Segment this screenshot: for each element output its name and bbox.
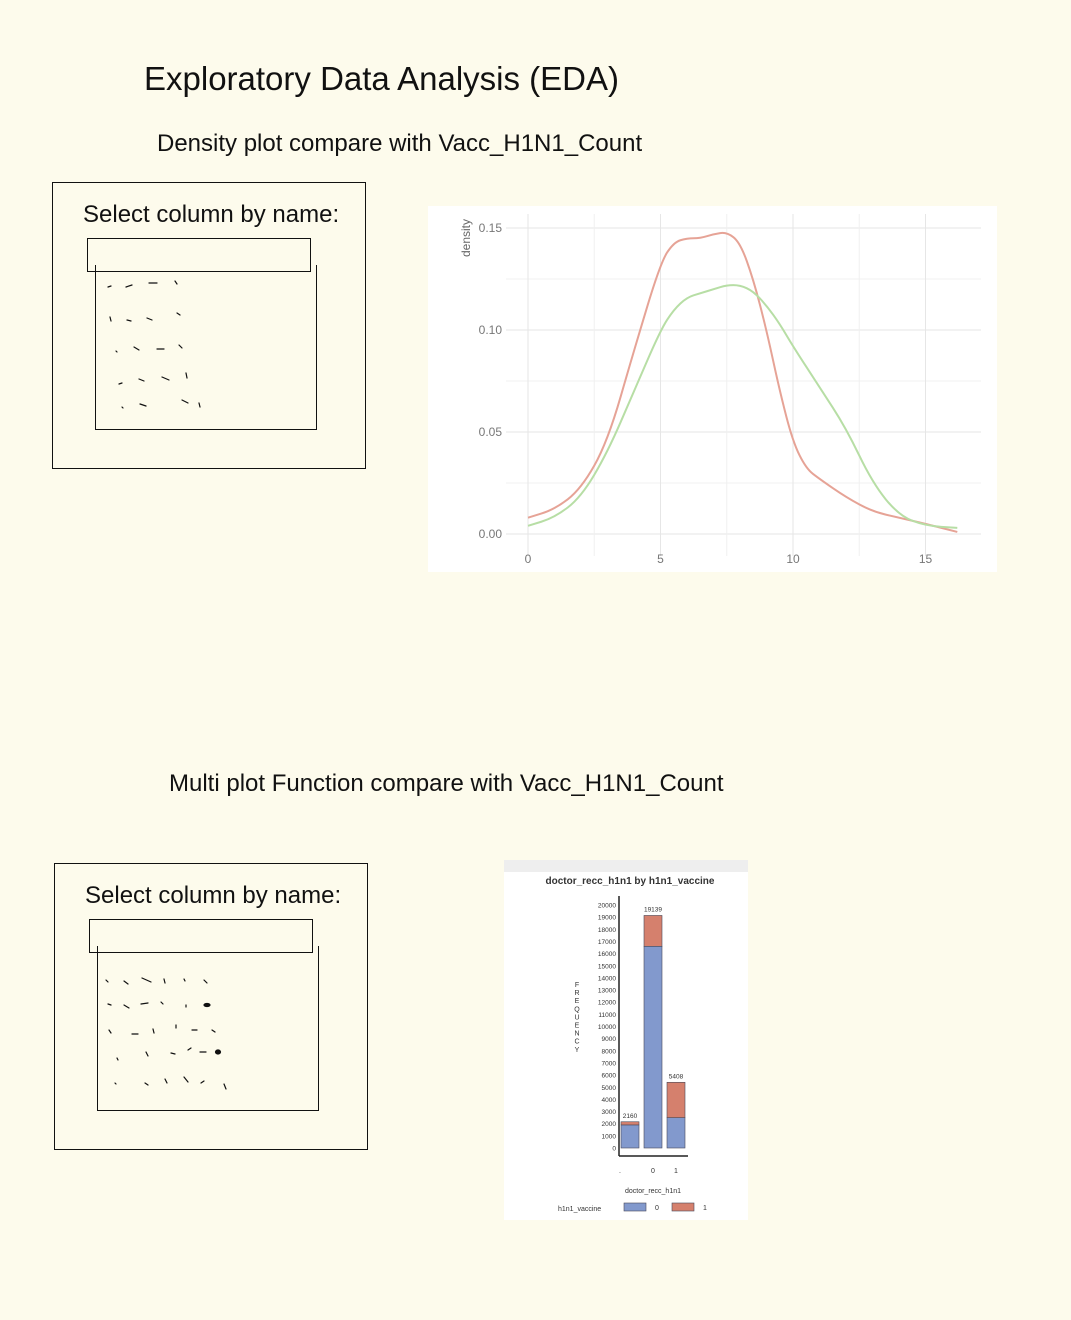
bar-legend-label: 1 (703, 1205, 707, 1212)
density-x-tick-label: 10 (786, 552, 800, 566)
density-x-tick-label: 15 (919, 552, 933, 566)
multi-selector-panel: Select column by name: (54, 863, 368, 1150)
dropdown-placeholder-marks (107, 280, 201, 409)
density-series-line-1 (527, 284, 958, 529)
bar-y-tick-label: 18000 (598, 927, 616, 934)
bar-y-tick-label: 13000 (598, 988, 616, 995)
bar-legend-swatch-1 (671, 1202, 695, 1212)
bar-y-tick-label: 8000 (602, 1048, 617, 1055)
multi-selector-label: Select column by name: (85, 882, 342, 909)
bar-y-tick-label: 19000 (598, 915, 616, 922)
bar-y-tick-label: 15000 (598, 963, 616, 970)
density-x-tick-label: 5 (657, 552, 664, 566)
density-selector-label: Select column by name: (83, 201, 340, 228)
multi-column-input[interactable] (89, 919, 313, 953)
bar-segment-1-1 (666, 1081, 686, 1118)
bar-y-axis-label-letter: Y (575, 1047, 580, 1054)
bar-y-axis-label-letter: U (574, 1014, 579, 1021)
bar-total-label: 2160 (623, 1113, 638, 1120)
bar-y-tick-label: 10000 (598, 1024, 616, 1031)
stacked-bar-plot: doctor_recc_h1n1 by h1n1_vaccine 0 1000 200… (504, 860, 748, 1220)
bar-y-tick-label: 11000 (598, 1012, 616, 1019)
bar-total-label: 19139 (644, 906, 662, 913)
bar-x-axis-label: doctor_recc_h1n1 (625, 1188, 681, 1195)
bar-y-tick-label: 14000 (598, 975, 616, 982)
bar-chart-header-strip (504, 860, 748, 872)
density-selector-panel: Select column by name: (52, 182, 366, 469)
bar-y-tick-label: 16000 (598, 951, 616, 958)
density-y-tick-label: 0.10 (479, 323, 503, 337)
density-y-tick-label: 0.15 (479, 221, 503, 235)
density-plot-svg: 0.00 0.05 0.10 0.15 0 5 10 15 density (459, 214, 981, 566)
density-plot: 0.00 0.05 0.10 0.15 0 5 10 15 density (428, 206, 997, 572)
bar-y-axis-label-letter: E (575, 998, 580, 1005)
bar-y-axis-label-letter: Q (574, 1006, 580, 1013)
bar-segment-0-1 (643, 915, 663, 947)
bar-total-label: 5408 (669, 1073, 684, 1080)
dropdown-placeholder-marks (105, 977, 227, 1090)
bar-y-tick-label: 9000 (602, 1036, 617, 1043)
density-column-input[interactable] (87, 238, 311, 272)
bar-y-axis-label-letter: N (574, 1031, 579, 1038)
bar-legend-label: 0 (655, 1205, 659, 1212)
density-y-tick-label: 0.05 (479, 425, 503, 439)
density-column-dropdown-list[interactable] (95, 265, 317, 430)
bar-y-tick-label: 1000 (602, 1133, 617, 1140)
bar-y-axis-label-letter: E (575, 1023, 580, 1030)
bar-y-tick-label: 4000 (602, 1097, 617, 1104)
bar-y-tick-label: 20000 (598, 903, 616, 910)
bar-segment-1-0 (666, 1117, 686, 1149)
density-section-subtitle: Density plot compare with Vacc_H1N1_Coun… (157, 130, 643, 157)
bar-x-tick-label: . (619, 1168, 621, 1175)
bar-y-tick-label: 5000 (602, 1085, 617, 1092)
bar-y-axis-label-letter: R (574, 990, 579, 997)
bar-chart-title: doctor_recc_h1n1 by h1n1_vaccine (546, 876, 715, 887)
bar-x-tick-label: 0 (651, 1168, 655, 1175)
bar-segment-.-1 (620, 1121, 640, 1126)
bar-segment-.-0 (620, 1124, 640, 1149)
bar-y-tick-label: 0 (612, 1146, 616, 1153)
bar-y-tick-label: 7000 (602, 1060, 617, 1067)
density-series-line-0 (527, 231, 958, 533)
density-y-tick-label: 0.00 (479, 527, 503, 541)
bar-y-tick-label: 3000 (602, 1109, 617, 1116)
density-y-axis-label: density (459, 219, 473, 257)
bar-y-axis-label-letter: C (574, 1039, 579, 1046)
multi-column-dropdown-list[interactable] (97, 946, 319, 1111)
bar-y-tick-label: 6000 (602, 1073, 617, 1080)
bar-legend-title: h1n1_vaccine (558, 1206, 601, 1213)
stacked-bar-plot-svg: doctor_recc_h1n1 by h1n1_vaccine 0 1000 200… (504, 860, 748, 1213)
bar-segment-0-0 (643, 946, 663, 1149)
bar-legend-swatch-0 (623, 1202, 647, 1212)
bar-y-tick-label: 17000 (598, 939, 616, 946)
density-x-tick-label: 0 (525, 552, 532, 566)
bar-y-tick-label: 12000 (598, 1000, 616, 1007)
page-title: Exploratory Data Analysis (EDA) (144, 60, 620, 97)
bar-x-tick-label: 1 (674, 1168, 678, 1175)
multi-section-subtitle: Multi plot Function compare with Vacc_H1… (169, 770, 724, 797)
bar-y-axis-label-letter: F (575, 982, 579, 989)
bar-y-tick-label: 2000 (602, 1121, 617, 1128)
